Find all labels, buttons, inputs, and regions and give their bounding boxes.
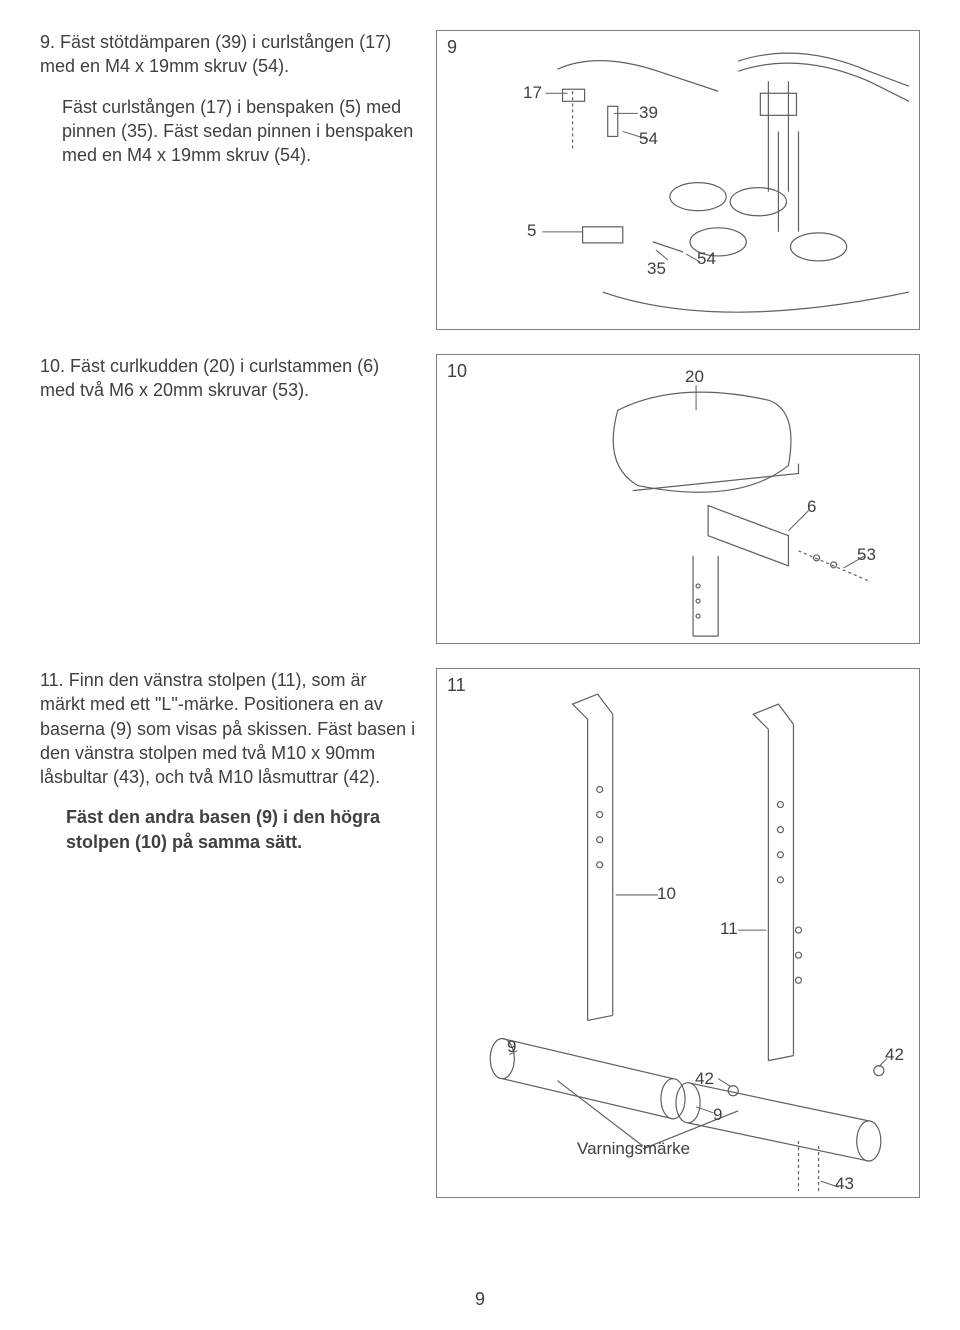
step-11-text: 11. Finn den vänstra stolpen (11), som ä… <box>40 668 436 1198</box>
step-10-p1-text: Fäst curlkudden (20) i curlstammen (6) m… <box>40 356 379 400</box>
fig9-label-5: 5 <box>527 221 536 241</box>
fig11-label-43: 43 <box>835 1174 854 1194</box>
step-9-p1-text: Fäst stötdämparen (39) i curlstången (17… <box>40 32 391 76</box>
figure-9: 9 <box>436 30 920 330</box>
fig10-label-20: 20 <box>685 367 704 387</box>
fig9-label-17: 17 <box>523 83 542 103</box>
step-9-number: 9. <box>40 32 55 52</box>
step-11-row: 11. Finn den vänstra stolpen (11), som ä… <box>40 668 920 1198</box>
figure-10-svg <box>437 355 919 646</box>
step-9-row: 9. Fäst stötdämparen (39) i curlstången … <box>40 30 920 330</box>
step-9-figure-col: 9 <box>436 30 920 330</box>
fig11-label-42a: 42 <box>695 1069 714 1089</box>
figure-9-svg <box>437 31 919 332</box>
fig11-label-warning: Varningsmärke <box>577 1139 690 1159</box>
fig9-label-39: 39 <box>639 103 658 123</box>
fig10-label-6: 6 <box>807 497 816 517</box>
fig11-label-42b: 42 <box>885 1045 904 1065</box>
figure-11-svg <box>437 669 919 1201</box>
step-10-number: 10. <box>40 356 65 376</box>
fig9-label-35: 35 <box>647 259 666 279</box>
fig11-label-11: 11 <box>720 919 738 939</box>
fig11-label-9b: 9 <box>713 1105 722 1125</box>
step-9-para2: Fäst curlstången (17) i benspaken (5) me… <box>62 95 416 168</box>
step-11-figure-col: 11 <box>436 668 920 1198</box>
page-number: 9 <box>0 1289 960 1310</box>
fig10-label-53: 53 <box>857 545 876 565</box>
fig9-label-54a: 54 <box>639 129 658 149</box>
fig11-label-9a: 9 <box>507 1037 516 1057</box>
step-11-para1: 11. Finn den vänstra stolpen (11), som ä… <box>40 668 416 789</box>
figure-11: 11 <box>436 668 920 1198</box>
fig9-label-54b: 54 <box>697 249 716 269</box>
step-11-para2: Fäst den andra basen (9) i den högra sto… <box>66 805 416 854</box>
step-9-text: 9. Fäst stötdämparen (39) i curlstången … <box>40 30 436 330</box>
step-11-p1-text: Finn den vänstra stolpen (11), som är mä… <box>40 670 415 787</box>
step-10-para1: 10. Fäst curlkudden (20) i curlstammen (… <box>40 354 416 403</box>
figure-10: 10 <box>436 354 920 644</box>
step-10-row: 10. Fäst curlkudden (20) i curlstammen (… <box>40 354 920 644</box>
step-9-para1: 9. Fäst stötdämparen (39) i curlstången … <box>40 30 416 79</box>
step-10-figure-col: 10 <box>436 354 920 644</box>
step-10-text: 10. Fäst curlkudden (20) i curlstammen (… <box>40 354 436 644</box>
fig11-label-10: 10 <box>657 884 676 904</box>
step-11-number: 11. <box>40 670 64 690</box>
